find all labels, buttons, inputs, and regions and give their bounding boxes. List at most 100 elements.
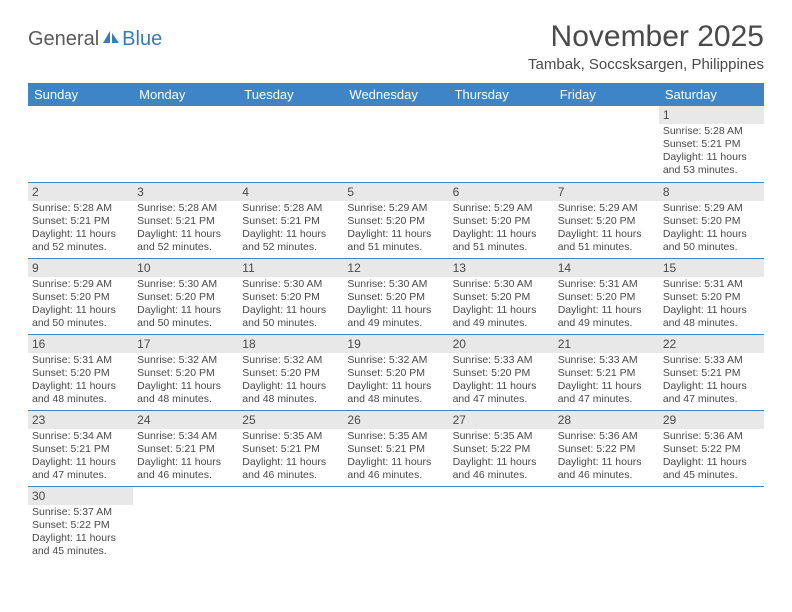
logo: General Blue	[28, 20, 162, 51]
calendar-cell: 29Sunrise: 5:36 AMSunset: 5:22 PMDayligh…	[659, 410, 764, 486]
day-details: Sunrise: 5:30 AMSunset: 5:20 PMDaylight:…	[343, 277, 448, 333]
calendar-cell: 16Sunrise: 5:31 AMSunset: 5:20 PMDayligh…	[28, 334, 133, 410]
calendar-cell	[133, 486, 238, 562]
day-number: 28	[554, 411, 659, 429]
calendar-cell	[238, 106, 343, 182]
calendar-cell: 5Sunrise: 5:29 AMSunset: 5:20 PMDaylight…	[343, 182, 448, 258]
header: General Blue November 2025 Tambak, Soccs…	[28, 20, 764, 77]
calendar-cell	[554, 106, 659, 182]
calendar-row: 1Sunrise: 5:28 AMSunset: 5:21 PMDaylight…	[28, 106, 764, 182]
day-details: Sunrise: 5:30 AMSunset: 5:20 PMDaylight:…	[449, 277, 554, 333]
day-number: 11	[238, 259, 343, 277]
calendar-row: 23Sunrise: 5:34 AMSunset: 5:21 PMDayligh…	[28, 410, 764, 486]
calendar-row: 16Sunrise: 5:31 AMSunset: 5:20 PMDayligh…	[28, 334, 764, 410]
day-number: 30	[28, 487, 133, 505]
calendar-cell: 19Sunrise: 5:32 AMSunset: 5:20 PMDayligh…	[343, 334, 448, 410]
calendar-table: Sunday Monday Tuesday Wednesday Thursday…	[28, 83, 764, 562]
day-number: 21	[554, 335, 659, 353]
calendar-row: 2Sunrise: 5:28 AMSunset: 5:21 PMDaylight…	[28, 182, 764, 258]
day-details: Sunrise: 5:30 AMSunset: 5:20 PMDaylight:…	[133, 277, 238, 333]
calendar-cell: 10Sunrise: 5:30 AMSunset: 5:20 PMDayligh…	[133, 258, 238, 334]
calendar-cell	[133, 106, 238, 182]
calendar-cell: 25Sunrise: 5:35 AMSunset: 5:21 PMDayligh…	[238, 410, 343, 486]
day-details: Sunrise: 5:33 AMSunset: 5:21 PMDaylight:…	[554, 353, 659, 409]
day-details: Sunrise: 5:28 AMSunset: 5:21 PMDaylight:…	[659, 124, 764, 180]
calendar-cell: 8Sunrise: 5:29 AMSunset: 5:20 PMDaylight…	[659, 182, 764, 258]
day-number: 6	[449, 183, 554, 201]
day-details: Sunrise: 5:36 AMSunset: 5:22 PMDaylight:…	[659, 429, 764, 485]
day-details: Sunrise: 5:32 AMSunset: 5:20 PMDaylight:…	[343, 353, 448, 409]
page-title: November 2025	[528, 20, 764, 54]
day-number: 4	[238, 183, 343, 201]
weekday-header: Tuesday	[238, 83, 343, 106]
day-details: Sunrise: 5:28 AMSunset: 5:21 PMDaylight:…	[28, 201, 133, 257]
calendar-cell: 3Sunrise: 5:28 AMSunset: 5:21 PMDaylight…	[133, 182, 238, 258]
day-details: Sunrise: 5:32 AMSunset: 5:20 PMDaylight:…	[238, 353, 343, 409]
logo-text-1: General	[28, 28, 99, 51]
calendar-cell: 24Sunrise: 5:34 AMSunset: 5:21 PMDayligh…	[133, 410, 238, 486]
day-number: 9	[28, 259, 133, 277]
location-text: Tambak, Soccsksargen, Philippines	[528, 56, 764, 73]
day-number: 14	[554, 259, 659, 277]
day-number: 26	[343, 411, 448, 429]
calendar-cell: 11Sunrise: 5:30 AMSunset: 5:20 PMDayligh…	[238, 258, 343, 334]
calendar-cell: 4Sunrise: 5:28 AMSunset: 5:21 PMDaylight…	[238, 182, 343, 258]
day-number: 13	[449, 259, 554, 277]
day-details: Sunrise: 5:35 AMSunset: 5:21 PMDaylight:…	[238, 429, 343, 485]
calendar-cell: 23Sunrise: 5:34 AMSunset: 5:21 PMDayligh…	[28, 410, 133, 486]
day-details: Sunrise: 5:32 AMSunset: 5:20 PMDaylight:…	[133, 353, 238, 409]
day-details: Sunrise: 5:28 AMSunset: 5:21 PMDaylight:…	[238, 201, 343, 257]
day-number: 20	[449, 335, 554, 353]
title-block: November 2025 Tambak, Soccsksargen, Phil…	[528, 20, 764, 77]
day-number: 16	[28, 335, 133, 353]
day-details: Sunrise: 5:30 AMSunset: 5:20 PMDaylight:…	[238, 277, 343, 333]
calendar-cell: 15Sunrise: 5:31 AMSunset: 5:20 PMDayligh…	[659, 258, 764, 334]
weekday-header-row: Sunday Monday Tuesday Wednesday Thursday…	[28, 83, 764, 106]
day-number: 2	[28, 183, 133, 201]
calendar-cell: 26Sunrise: 5:35 AMSunset: 5:21 PMDayligh…	[343, 410, 448, 486]
day-details: Sunrise: 5:29 AMSunset: 5:20 PMDaylight:…	[343, 201, 448, 257]
calendar-cell: 18Sunrise: 5:32 AMSunset: 5:20 PMDayligh…	[238, 334, 343, 410]
day-number: 10	[133, 259, 238, 277]
day-number: 8	[659, 183, 764, 201]
calendar-cell: 22Sunrise: 5:33 AMSunset: 5:21 PMDayligh…	[659, 334, 764, 410]
weekday-header: Sunday	[28, 83, 133, 106]
calendar-cell	[659, 486, 764, 562]
day-number: 19	[343, 335, 448, 353]
day-number: 18	[238, 335, 343, 353]
day-details: Sunrise: 5:33 AMSunset: 5:20 PMDaylight:…	[449, 353, 554, 409]
calendar-cell: 14Sunrise: 5:31 AMSunset: 5:20 PMDayligh…	[554, 258, 659, 334]
day-details: Sunrise: 5:29 AMSunset: 5:20 PMDaylight:…	[449, 201, 554, 257]
day-details: Sunrise: 5:31 AMSunset: 5:20 PMDaylight:…	[659, 277, 764, 333]
calendar-cell: 7Sunrise: 5:29 AMSunset: 5:20 PMDaylight…	[554, 182, 659, 258]
day-number: 12	[343, 259, 448, 277]
calendar-cell: 27Sunrise: 5:35 AMSunset: 5:22 PMDayligh…	[449, 410, 554, 486]
day-details: Sunrise: 5:35 AMSunset: 5:22 PMDaylight:…	[449, 429, 554, 485]
day-number: 29	[659, 411, 764, 429]
calendar-row: 9Sunrise: 5:29 AMSunset: 5:20 PMDaylight…	[28, 258, 764, 334]
calendar-cell	[28, 106, 133, 182]
calendar-cell: 17Sunrise: 5:32 AMSunset: 5:20 PMDayligh…	[133, 334, 238, 410]
calendar-cell	[238, 486, 343, 562]
day-details: Sunrise: 5:36 AMSunset: 5:22 PMDaylight:…	[554, 429, 659, 485]
day-number: 23	[28, 411, 133, 429]
day-details: Sunrise: 5:29 AMSunset: 5:20 PMDaylight:…	[554, 201, 659, 257]
logo-text-2: Blue	[122, 28, 162, 51]
day-details: Sunrise: 5:28 AMSunset: 5:21 PMDaylight:…	[133, 201, 238, 257]
calendar-cell	[554, 486, 659, 562]
calendar-cell: 21Sunrise: 5:33 AMSunset: 5:21 PMDayligh…	[554, 334, 659, 410]
calendar-cell: 1Sunrise: 5:28 AMSunset: 5:21 PMDaylight…	[659, 106, 764, 182]
day-number: 15	[659, 259, 764, 277]
weekday-header: Friday	[554, 83, 659, 106]
calendar-cell: 20Sunrise: 5:33 AMSunset: 5:20 PMDayligh…	[449, 334, 554, 410]
day-details: Sunrise: 5:33 AMSunset: 5:21 PMDaylight:…	[659, 353, 764, 409]
day-details: Sunrise: 5:31 AMSunset: 5:20 PMDaylight:…	[28, 353, 133, 409]
calendar-cell: 30Sunrise: 5:37 AMSunset: 5:22 PMDayligh…	[28, 486, 133, 562]
sail-icon	[101, 28, 121, 51]
day-details: Sunrise: 5:29 AMSunset: 5:20 PMDaylight:…	[28, 277, 133, 333]
day-details: Sunrise: 5:29 AMSunset: 5:20 PMDaylight:…	[659, 201, 764, 257]
day-number: 22	[659, 335, 764, 353]
day-number: 1	[659, 106, 764, 124]
calendar-cell: 2Sunrise: 5:28 AMSunset: 5:21 PMDaylight…	[28, 182, 133, 258]
weekday-header: Monday	[133, 83, 238, 106]
